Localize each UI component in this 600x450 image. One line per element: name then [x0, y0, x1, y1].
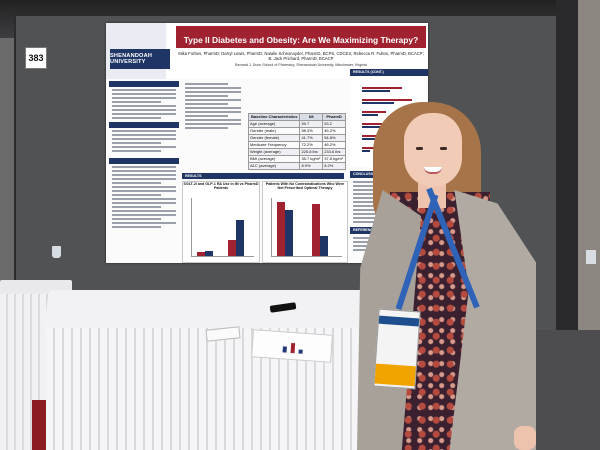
table-header: Baseline Characteristics — [247, 113, 301, 121]
table-cell: 35.7 kg/m² — [299, 155, 324, 163]
table-cell: A1C (average) — [247, 162, 301, 170]
chart-right-title: Patients With No Contraindications Who W… — [265, 182, 345, 190]
table-row: A1C (average) 8.9% 8.2% — [247, 162, 346, 170]
name-badge — [373, 308, 421, 390]
booth-number-tag: 383 — [25, 47, 47, 69]
table-cell: 233.6 lbs — [322, 148, 346, 156]
table-row: Gender (male) 58.3% 45.2% — [247, 127, 346, 135]
title-bar — [176, 26, 426, 48]
cup — [52, 246, 61, 258]
chart-left-title: SGLT-2i and GLP-1 RA Use in IM vs PharmD… — [183, 182, 259, 190]
baseline-table: Baseline Characteristics IM PharmD Age (… — [247, 113, 346, 170]
chart-right: Patients With No Contraindications Who W… — [262, 181, 348, 263]
chart-bar — [277, 202, 286, 256]
chart-bar — [320, 236, 329, 256]
chart-bar — [196, 252, 205, 256]
table-row: Age (average) 59.7 53.2 — [247, 120, 346, 128]
table-cell: 8.9% — [299, 162, 324, 170]
presenter-eye — [416, 147, 423, 150]
table-cell: 58.3% — [299, 127, 324, 135]
left-column — [109, 81, 179, 230]
chart-bar — [312, 204, 321, 256]
university-logo: SHENANDOAH UNIVERSITY — [110, 49, 170, 69]
results-header: RESULTS — [182, 173, 344, 179]
chart-left-plot — [191, 198, 254, 257]
chart-left: SGLT-2i and GLP-1 RA Use in IM vs PharmD… — [182, 181, 260, 263]
chart-bar — [227, 239, 236, 256]
section-header — [109, 122, 179, 128]
table-cell: 59.7 — [299, 120, 324, 128]
table-cell: 37.8 kg/m² — [322, 155, 346, 163]
table-row: Medicare Frequency 72.2% 46.2% — [247, 141, 346, 149]
table-cell: Gender (male) — [247, 127, 301, 135]
section-header — [109, 81, 179, 87]
presenter-hand — [514, 426, 536, 450]
table-cell: Medicare Frequency — [247, 141, 301, 149]
presenter-smile — [424, 167, 442, 174]
table-cell: 225.8 lbs — [299, 148, 324, 156]
table-cell: Age (average) — [247, 120, 301, 128]
table-cell: 41.7% — [299, 134, 324, 142]
methods-column — [182, 81, 244, 131]
cup — [586, 250, 596, 264]
poster-authors: Mika Forbes, PharmD; Darryl Lewis, Pharm… — [178, 51, 424, 61]
table-cell: Weight (average) — [247, 148, 301, 156]
table-row: BMI (average) 35.7 kg/m² 37.8 kg/m² — [247, 155, 346, 163]
table-header: IM — [299, 113, 324, 121]
table-cell: Gender (female) — [247, 134, 301, 142]
chart-right-plot — [271, 198, 342, 257]
chart-bar — [285, 209, 294, 256]
table-header: PharmD — [322, 113, 346, 121]
section-header — [109, 158, 179, 164]
poster-affiliation: Bernard J. Dunn School of Pharmacy, Shen… — [235, 63, 367, 67]
chart-bar — [235, 220, 244, 256]
table-cell: 72.2% — [299, 141, 324, 149]
chart-bar — [204, 250, 213, 256]
presenter-face — [404, 113, 462, 187]
table-cell: 54.8% — [322, 134, 346, 142]
poster-title: Type II Diabetes and Obesity: Are We Max… — [183, 35, 419, 45]
table-row: Weight (average) 225.8 lbs 233.6 lbs — [247, 148, 346, 156]
table-cell: 53.2 — [322, 120, 346, 128]
table-cell: 46.2% — [322, 141, 346, 149]
table-row: Gender (female) 41.7% 54.8% — [247, 134, 346, 142]
table-cell: 8.2% — [322, 162, 346, 170]
red-bin — [32, 400, 50, 450]
presenter-eye — [440, 147, 447, 150]
table-cell: BMI (average) — [247, 155, 301, 163]
table-cell: 45.2% — [322, 127, 346, 135]
results-cont-header: RESULTS (CONT.) — [350, 69, 428, 76]
handout — [251, 329, 333, 363]
